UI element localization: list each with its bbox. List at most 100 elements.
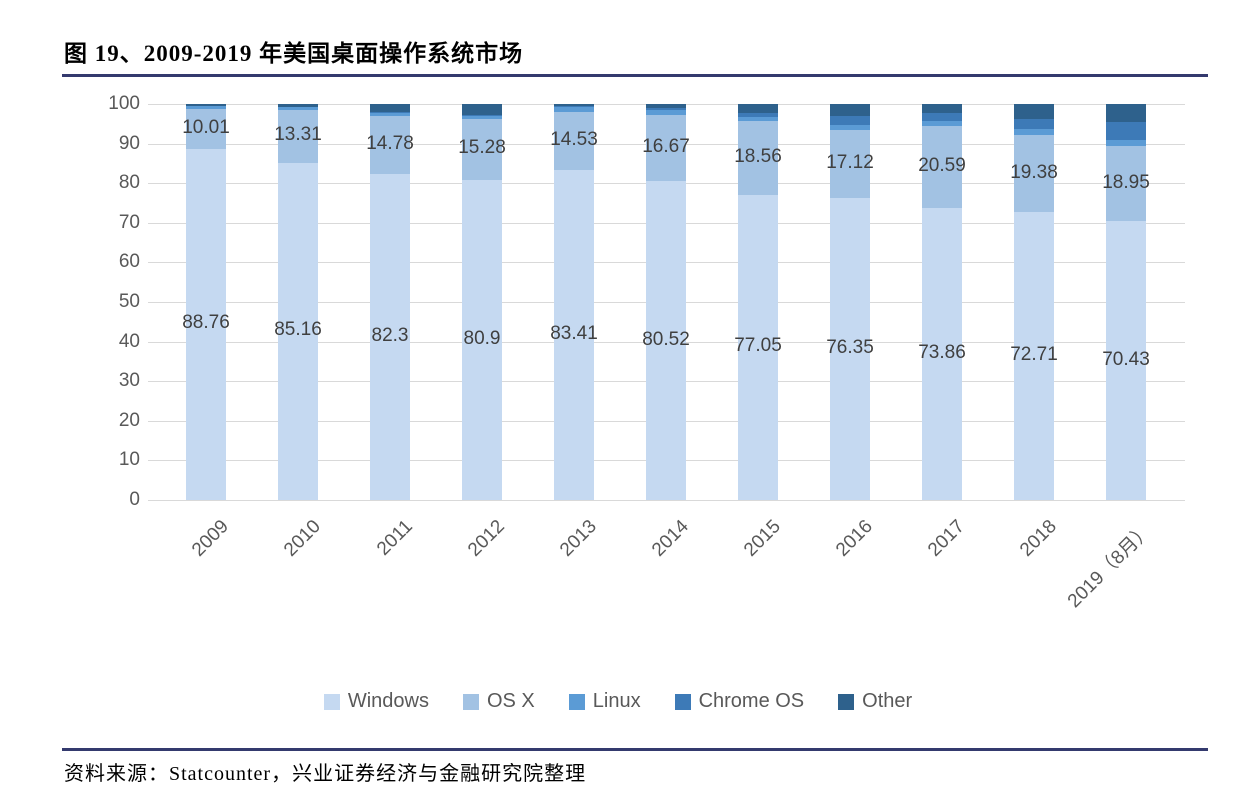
data-label-osx: 20.59	[918, 154, 966, 176]
bar-segment-linux	[738, 117, 778, 122]
data-label-osx: 15.28	[458, 137, 506, 159]
legend-swatch-other	[838, 693, 855, 710]
bar-segment-windows	[646, 181, 686, 500]
legend-label-windows: Windows	[347, 690, 429, 712]
plot-area: 100 90 80 70 60 50 40 30 20 10 0 88.76 10.01 2009 85.1…	[108, 93, 1185, 612]
y-axis-tick-label: 70	[118, 211, 140, 233]
data-label-windows: 70.43	[1102, 348, 1150, 370]
title-divider-line	[62, 74, 1208, 77]
data-label-windows: 72.71	[1010, 344, 1058, 366]
data-label-windows: 77.05	[734, 335, 782, 357]
bar-segment-other	[186, 104, 226, 107]
figure-title: 图 19、2009-2019 年美国桌面操作系统市场	[64, 41, 524, 66]
legend-swatch-windows	[323, 693, 340, 710]
bar-segment-osx	[738, 121, 778, 195]
y-axis-tick-label: 90	[118, 132, 140, 154]
bar-segment-other	[922, 104, 962, 113]
legend-swatch-osx	[462, 693, 479, 710]
chart-legend: Windows OS X Linux Chrome OS Other	[0, 690, 1236, 713]
bar-column-2013	[554, 104, 594, 500]
y-axis-tick-label: 60	[118, 251, 140, 273]
y-axis-tick-label: 40	[118, 330, 140, 352]
bar-segment-chrome_os	[1106, 122, 1146, 141]
bar-segment-other	[738, 104, 778, 114]
bar-column-2019（8月）	[1106, 104, 1146, 500]
y-axis-tick-label: 20	[118, 409, 140, 431]
y-axis-tick-label: 100	[108, 93, 140, 114]
data-label-osx: 13.31	[274, 124, 322, 146]
bar-segment-windows	[1014, 212, 1054, 500]
data-label-windows: 80.52	[642, 328, 690, 350]
bar-segment-linux	[922, 120, 962, 126]
legend-label-linux: Linux	[592, 690, 641, 712]
bar-column-2014	[646, 104, 686, 500]
bar-segment-windows	[462, 179, 502, 500]
bar-segment-chrome_os	[554, 106, 594, 107]
bar-segment-linux	[370, 112, 410, 116]
data-label-windows: 88.76	[182, 312, 230, 334]
data-label-windows: 85.16	[274, 319, 322, 341]
bar-segment-osx	[922, 125, 962, 208]
bar-segment-windows	[370, 174, 410, 500]
data-label-osx: 10.01	[182, 116, 230, 138]
data-label-osx: 14.78	[366, 132, 414, 154]
bar-segment-osx	[462, 119, 502, 180]
bar-segment-osx	[830, 129, 870, 198]
bar-column-2018	[1014, 104, 1054, 500]
bar-column-2015	[738, 104, 778, 500]
bar-segment-windows	[186, 148, 226, 500]
legend-label-other: Other	[862, 690, 913, 712]
bar-segment-linux	[554, 106, 594, 113]
bar-segment-other	[554, 104, 594, 106]
bar-segment-other	[1106, 104, 1146, 123]
bar-column-2017	[922, 104, 962, 500]
bar-segment-windows	[554, 169, 594, 500]
bar-segment-other	[830, 104, 870, 117]
data-label-osx: 18.56	[734, 146, 782, 168]
bar-segment-linux	[830, 125, 870, 130]
bar-segment-linux	[1106, 140, 1146, 147]
bar-segment-linux	[186, 106, 226, 109]
bar-segment-chrome_os	[922, 112, 962, 121]
legend-label-osx: OS X	[486, 690, 535, 712]
bar-segment-windows	[1106, 221, 1146, 500]
data-label-windows: 83.41	[550, 322, 598, 344]
data-label-windows: 80.9	[463, 327, 501, 349]
y-axis-tick-label: 30	[118, 370, 140, 392]
legend-swatch-chrome_os	[674, 693, 691, 710]
data-label-windows: 73.86	[918, 341, 966, 363]
bar-segment-linux	[646, 109, 686, 116]
bar-segment-osx	[554, 112, 594, 170]
bar-column-2009	[186, 104, 226, 500]
y-axis-tick-label: 50	[118, 291, 140, 312]
source-divider-line	[62, 748, 1208, 751]
bar-segment-linux	[462, 115, 502, 120]
bar-column-2016	[830, 104, 870, 500]
bar-segment-osx	[1014, 135, 1054, 213]
bar-segment-windows	[738, 194, 778, 500]
legend-item-windows: Windows	[323, 690, 429, 713]
bar-segment-osx	[1106, 146, 1146, 222]
data-label-osx: 14.53	[550, 128, 598, 150]
legend-item-linux: Linux	[568, 690, 641, 713]
bar-segment-other	[370, 104, 410, 113]
bar-segment-linux	[1014, 129, 1054, 136]
y-axis-tick-label: 0	[129, 489, 140, 510]
data-label-osx: 19.38	[1010, 161, 1058, 183]
bar-segment-linux	[278, 107, 318, 111]
legend-item-osx: OS X	[462, 690, 535, 713]
bar-segment-chrome_os	[1014, 119, 1054, 130]
bar-segment-other	[646, 104, 686, 108]
bar-column-2010	[278, 104, 318, 500]
data-label-windows: 76.35	[826, 336, 874, 358]
bar-segment-osx	[186, 108, 226, 149]
bar-segment-osx	[370, 115, 410, 175]
bar-segment-windows	[278, 162, 318, 500]
bar-segment-other	[278, 104, 318, 108]
y-axis-tick-label: 10	[118, 449, 140, 471]
bar-segment-chrome_os	[738, 113, 778, 118]
bar-segment-osx	[278, 110, 318, 163]
bar-segment-chrome_os	[830, 116, 870, 126]
bar-segment-other	[1014, 104, 1054, 120]
